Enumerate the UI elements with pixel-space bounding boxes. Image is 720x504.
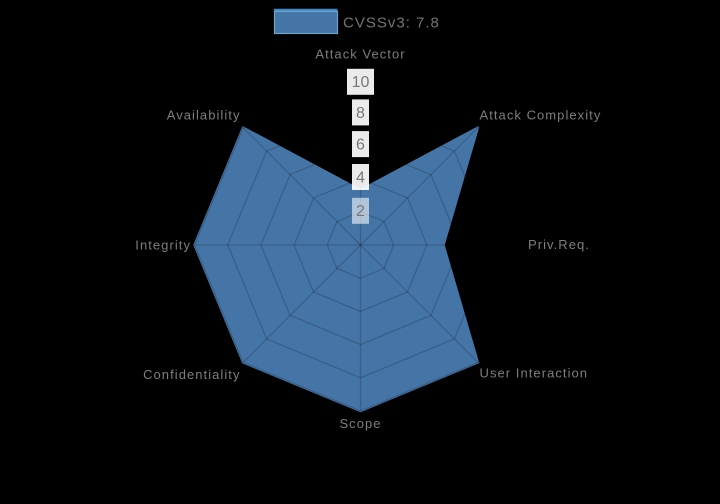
svg-text:10: 10 <box>352 74 370 91</box>
svg-text:Scope: Scope <box>339 416 381 431</box>
svg-text:Confidentiality: Confidentiality <box>143 367 240 382</box>
svg-text:Availability: Availability <box>167 108 241 123</box>
svg-text:2: 2 <box>356 203 365 220</box>
svg-text:Attack Vector: Attack Vector <box>315 47 405 62</box>
svg-text:Integrity: Integrity <box>135 238 191 253</box>
svg-text:6: 6 <box>356 137 365 154</box>
svg-text:8: 8 <box>356 105 365 122</box>
svg-text:Attack Complexity: Attack Complexity <box>480 108 602 123</box>
svg-text:Priv.Req.: Priv.Req. <box>528 237 590 252</box>
svg-text:CVSSv3: 7.8: CVSSv3: 7.8 <box>343 15 440 32</box>
svg-text:User Interaction: User Interaction <box>480 366 589 381</box>
svg-text:4: 4 <box>356 169 365 186</box>
